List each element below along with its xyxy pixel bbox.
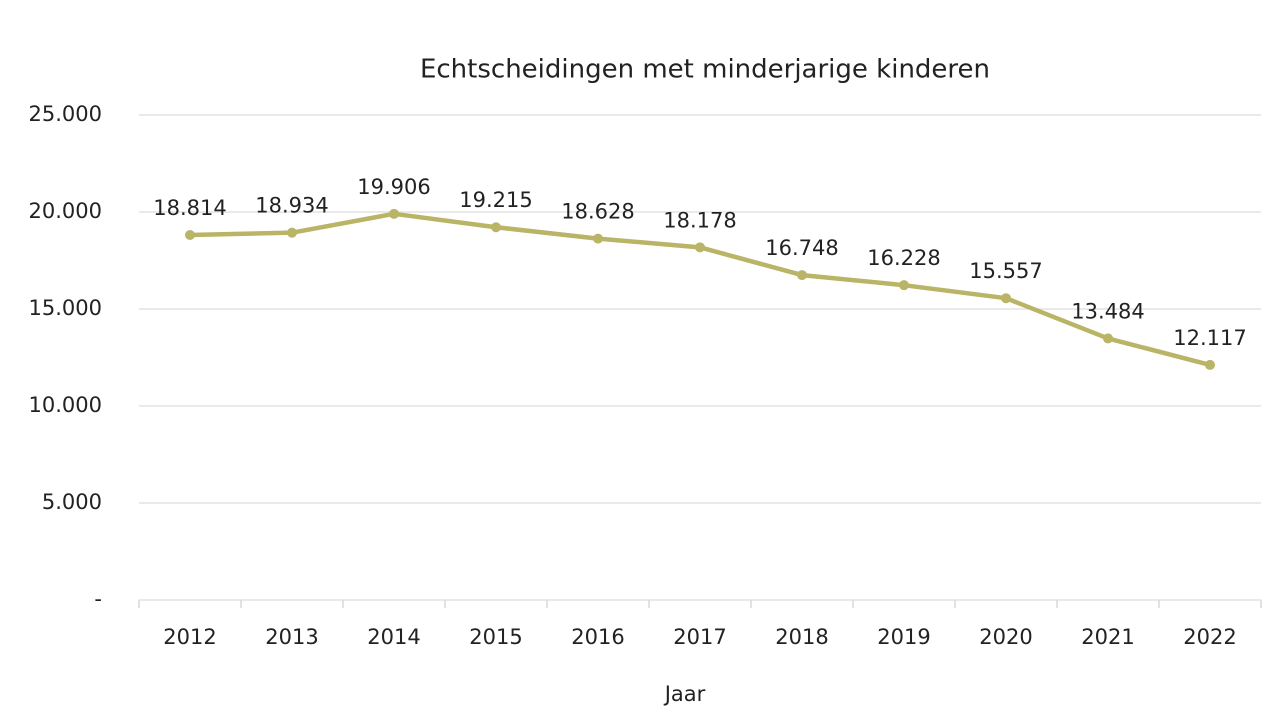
data-point xyxy=(1001,293,1011,304)
data-point xyxy=(695,242,705,253)
x-tick-label: 2014 xyxy=(367,625,420,649)
data-point xyxy=(389,208,399,219)
y-tick-label: 5.000 xyxy=(42,490,102,514)
y-tick-label: 20.000 xyxy=(29,199,102,223)
data-label: 18.814 xyxy=(153,196,226,220)
y-tick-label: 15.000 xyxy=(29,296,102,320)
y-tick-label: - xyxy=(94,587,102,611)
data-line xyxy=(189,211,1211,368)
data-label: 18.628 xyxy=(561,200,634,224)
x-tick-label: 2020 xyxy=(979,625,1032,649)
data-label: 15.557 xyxy=(969,259,1042,283)
x-tick-label: 2015 xyxy=(469,625,522,649)
x-tick-label: 2022 xyxy=(1183,625,1236,649)
x-tick-label: 2017 xyxy=(673,625,726,649)
data-label: 16.228 xyxy=(867,246,940,270)
data-label: 19.215 xyxy=(459,188,532,212)
data-point xyxy=(185,230,195,241)
data-point xyxy=(899,280,909,291)
x-tick-label: 2013 xyxy=(265,625,318,649)
data-label: 19.906 xyxy=(357,175,430,199)
data-point xyxy=(593,233,603,244)
x-tick-label: 2016 xyxy=(571,625,624,649)
x-axis-label: Jaar xyxy=(663,682,706,706)
data-point xyxy=(1205,359,1215,370)
y-tick-label: 25.000 xyxy=(29,102,102,126)
x-tick-label: 2021 xyxy=(1081,625,1134,649)
data-point xyxy=(1103,333,1113,344)
data-point xyxy=(797,270,807,281)
chart-title: Echtscheidingen met minderjarige kindere… xyxy=(420,55,990,85)
data-label: 12.117 xyxy=(1173,326,1246,350)
data-point xyxy=(491,222,501,233)
data-point xyxy=(287,227,297,238)
x-tick-label: 2012 xyxy=(163,625,216,649)
y-tick-label: 10.000 xyxy=(29,393,102,417)
data-label: 18.178 xyxy=(663,208,736,232)
data-label: 16.748 xyxy=(765,236,838,260)
data-label: 13.484 xyxy=(1071,299,1144,323)
x-tick-label: 2019 xyxy=(877,625,930,649)
x-tick-label: 2018 xyxy=(775,625,828,649)
data-label: 18.934 xyxy=(255,194,328,218)
